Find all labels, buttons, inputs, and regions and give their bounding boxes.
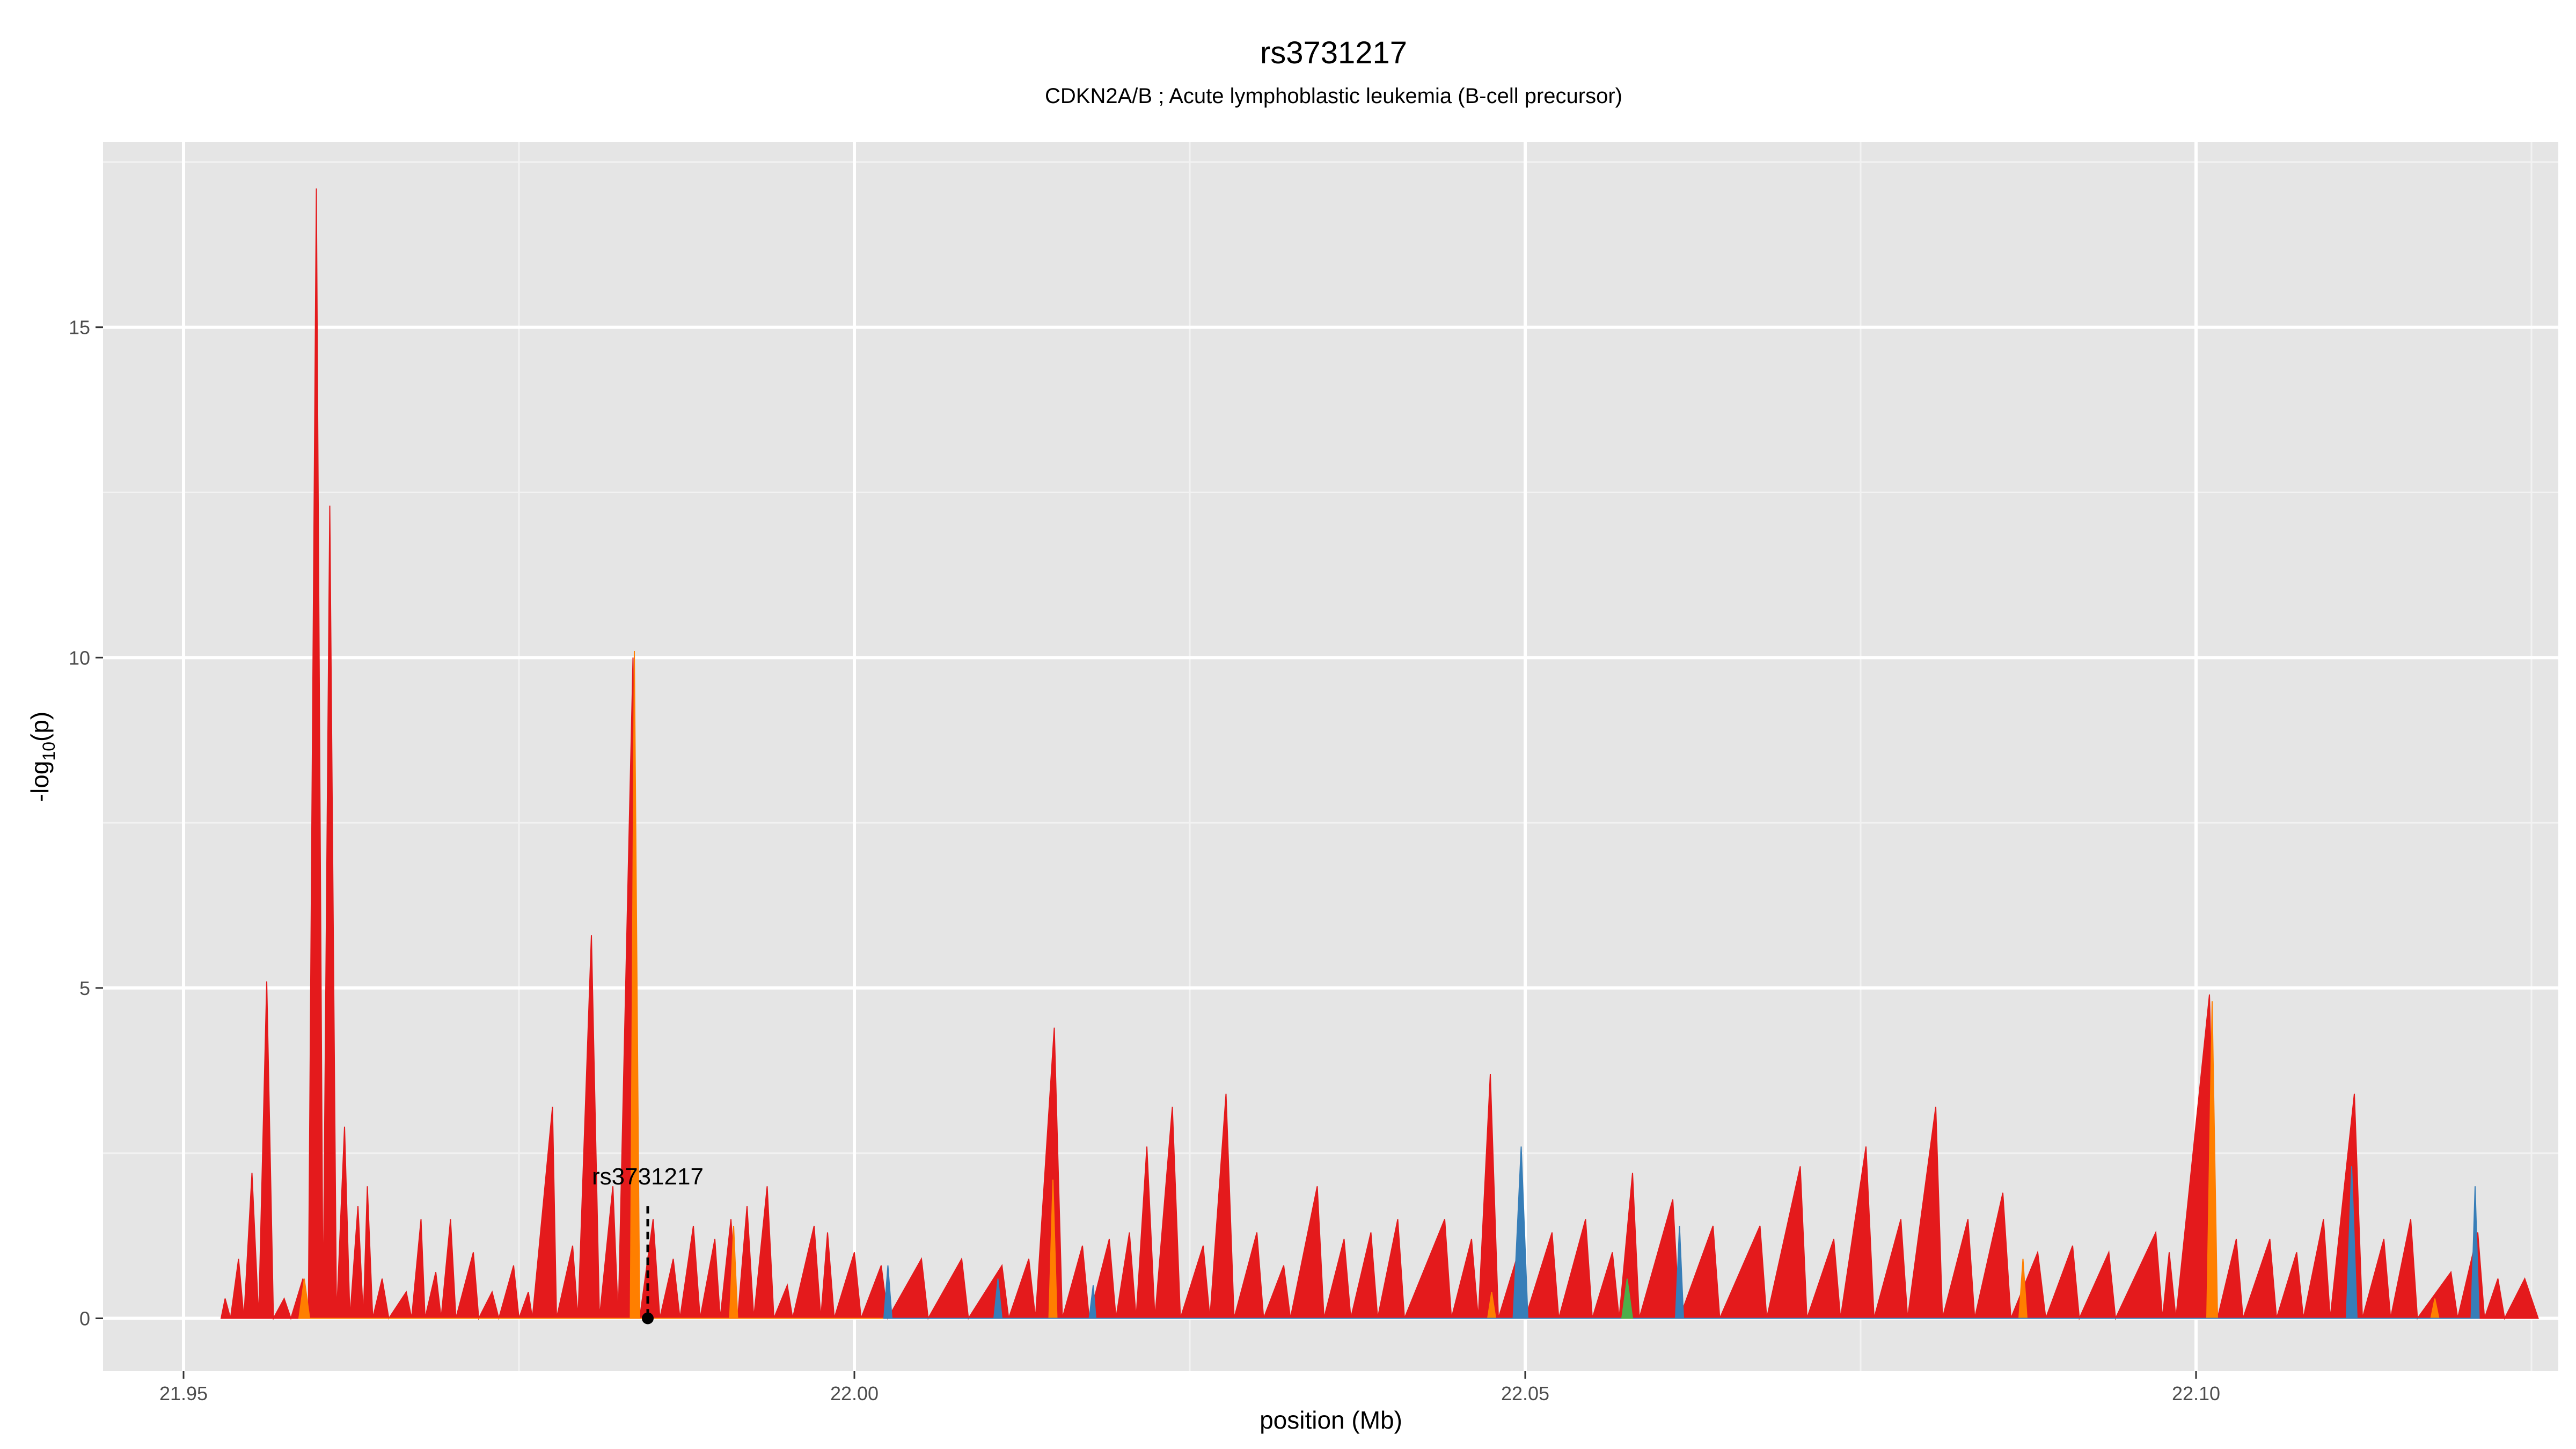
x-tick-label: 21.95: [159, 1382, 208, 1404]
x-tick-label: 22.00: [830, 1382, 879, 1404]
x-axis-title: position (Mb): [1260, 1406, 1402, 1434]
series-area-blue: [883, 1146, 2480, 1319]
x-tick-label: 22.05: [1501, 1382, 1549, 1404]
y-axis-title-subscript: 10: [39, 742, 58, 761]
y-tick-label: 15: [69, 317, 90, 339]
chart-subtitle: CDKN2A/B ; Acute lymphoblastic leukemia …: [1045, 84, 1622, 108]
chart-title: rs3731217: [1260, 35, 1407, 70]
annotation-point: [642, 1312, 654, 1324]
minor-gridlines: [103, 142, 2558, 1371]
annotation-layer: rs3731217: [592, 1163, 704, 1324]
y-axis-title: -log10(p): [26, 712, 58, 802]
y-tick-label: 10: [69, 647, 90, 669]
series-area-red: [220, 188, 2539, 1321]
annotation-label: rs3731217: [592, 1163, 704, 1190]
y-axis-title-main: -log: [26, 761, 54, 802]
plot-panel: [103, 142, 2558, 1371]
y-axis-ticks: 0 5 10 15: [69, 317, 103, 1330]
y-axis-title-tail: (p): [26, 712, 54, 742]
x-axis-ticks: 21.95 22.00 22.05 22.10: [159, 1371, 2220, 1404]
y-tick-label: 0: [79, 1308, 90, 1330]
series-layer: [220, 188, 2539, 1321]
series-area-green: [1621, 1278, 1634, 1319]
y-tick-label: 5: [79, 977, 90, 999]
major-gridlines: [103, 142, 2558, 1371]
x-tick-label: 22.10: [2172, 1382, 2220, 1404]
